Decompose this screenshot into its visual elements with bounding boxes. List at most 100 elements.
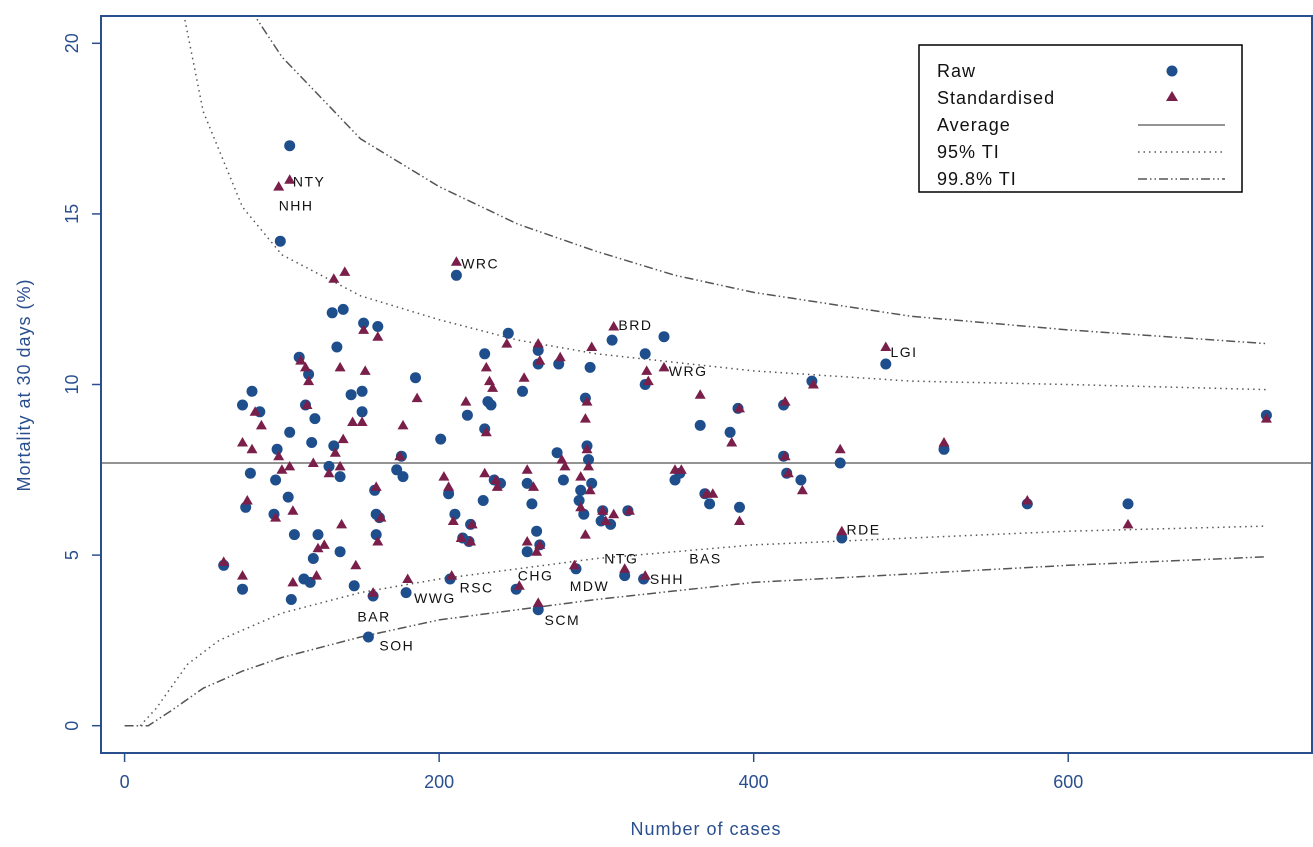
standardised-points [218, 174, 1272, 607]
standardised-point-22 [318, 539, 330, 549]
standardised-point-50 [455, 532, 467, 542]
x-tick-label-1: 200 [424, 772, 454, 792]
unit-label-lgi: LGI [891, 344, 918, 360]
legend-label-average: Average [937, 115, 1011, 135]
raw-point-105 [734, 501, 745, 513]
raw-point-33 [348, 580, 360, 592]
raw-point-53 [450, 269, 462, 281]
y-tick-label-1: 5 [62, 550, 82, 560]
raw-point-26 [326, 307, 338, 319]
standardised-point-24 [328, 273, 340, 283]
standardised-point-8 [273, 450, 285, 461]
raw-point-82 [578, 508, 590, 520]
standardised-point-11 [284, 174, 296, 184]
y-axis-title: Mortality at 30 days (%) [14, 278, 34, 491]
raw-points [218, 140, 1272, 643]
standardised-point-106 [796, 484, 808, 495]
raw-point-21 [306, 437, 318, 448]
standardised-point-29 [337, 433, 349, 444]
raw-point-10 [274, 235, 286, 247]
raw-point-85 [583, 454, 594, 466]
standardised-point-93 [642, 375, 654, 386]
legend-marker-raw [1166, 65, 1178, 77]
standardised-point-105 [782, 467, 794, 478]
y-tick-label-3: 15 [62, 204, 82, 224]
unit-label-rsc: RSC [460, 580, 494, 596]
legend-label-95ti: 95% TI [937, 142, 1000, 162]
raw-point-86 [584, 361, 596, 373]
standardised-point-53 [466, 518, 478, 529]
unit-label-soh: SOH [379, 638, 414, 654]
standardised-point-0 [218, 556, 230, 566]
y-tick-label-0: 0 [62, 721, 82, 731]
raw-point-102 [704, 498, 716, 510]
standardised-point-23 [323, 467, 335, 478]
standardised-point-34 [358, 324, 370, 334]
standardised-point-38 [372, 331, 384, 341]
raw-point-20 [304, 576, 316, 588]
reference-lines [101, 16, 1312, 727]
standardised-point-79 [579, 413, 591, 423]
standardised-point-4 [246, 443, 258, 454]
standardised-point-96 [675, 464, 687, 474]
standardised-point-94 [658, 361, 670, 372]
standardised-point-85 [597, 505, 609, 515]
standardised-point-19 [307, 457, 319, 467]
raw-point-67 [517, 385, 528, 397]
legend: Raw Standardised Average 95% TI 99.8% TI [918, 44, 1243, 193]
standardised-point-69 [532, 338, 544, 348]
raw-point-42 [372, 321, 384, 332]
unit-label-scm: SCM [545, 612, 581, 628]
raw-point-116 [1122, 498, 1134, 510]
raw-point-24 [312, 529, 324, 541]
standardised-point-25 [329, 447, 341, 457]
standardised-point-27 [334, 460, 346, 471]
raw-point-87 [586, 477, 598, 489]
standardised-point-104 [779, 450, 791, 461]
standardised-point-16 [300, 361, 311, 372]
standardised-point-31 [347, 416, 359, 426]
ti998-lower-curve [124, 556, 1267, 727]
standardised-point-74 [559, 460, 571, 471]
standardised-point-112 [1021, 495, 1033, 505]
raw-point-69 [521, 546, 533, 558]
raw-point-113 [880, 358, 892, 370]
raw-point-114 [938, 443, 950, 455]
raw-point-58 [477, 495, 489, 506]
ti95-lower-curve [139, 525, 1267, 727]
standardised-point-7 [270, 512, 282, 522]
standardised-point-13 [287, 505, 299, 515]
raw-point-40 [370, 529, 382, 541]
raw-point-111 [834, 457, 846, 469]
standardised-point-67 [531, 546, 543, 556]
standardised-point-36 [367, 587, 379, 597]
raw-point-46 [397, 471, 409, 483]
standardised-point-86 [600, 515, 612, 525]
raw-point-49 [435, 433, 447, 445]
standardised-point-60 [491, 481, 503, 491]
unit-label-wrc: WRC [461, 255, 499, 271]
standardised-point-82 [583, 460, 594, 471]
standardised-point-89 [619, 563, 631, 573]
raw-point-3 [240, 501, 252, 513]
raw-point-78 [557, 474, 569, 486]
raw-point-100 [694, 419, 706, 431]
standardised-point-30 [339, 266, 351, 276]
unit-label-rde: RDE [847, 522, 881, 538]
standardised-point-18 [303, 375, 315, 386]
x-axis-title: Number of cases [630, 819, 781, 839]
standardised-point-9 [273, 181, 285, 191]
standardised-point-103 [779, 396, 791, 406]
raw-point-72 [532, 604, 544, 616]
raw-point-109 [795, 474, 807, 486]
standardised-point-77 [575, 471, 587, 481]
standardised-point-40 [375, 512, 387, 522]
legend-label-998ti: 99.8% TI [937, 169, 1017, 189]
standardised-point-51 [460, 396, 472, 406]
standardised-point-100 [726, 437, 738, 447]
raw-point-27 [328, 440, 340, 452]
standardised-point-54 [479, 467, 491, 478]
standardised-point-45 [438, 471, 450, 481]
standardised-point-15 [295, 355, 307, 365]
